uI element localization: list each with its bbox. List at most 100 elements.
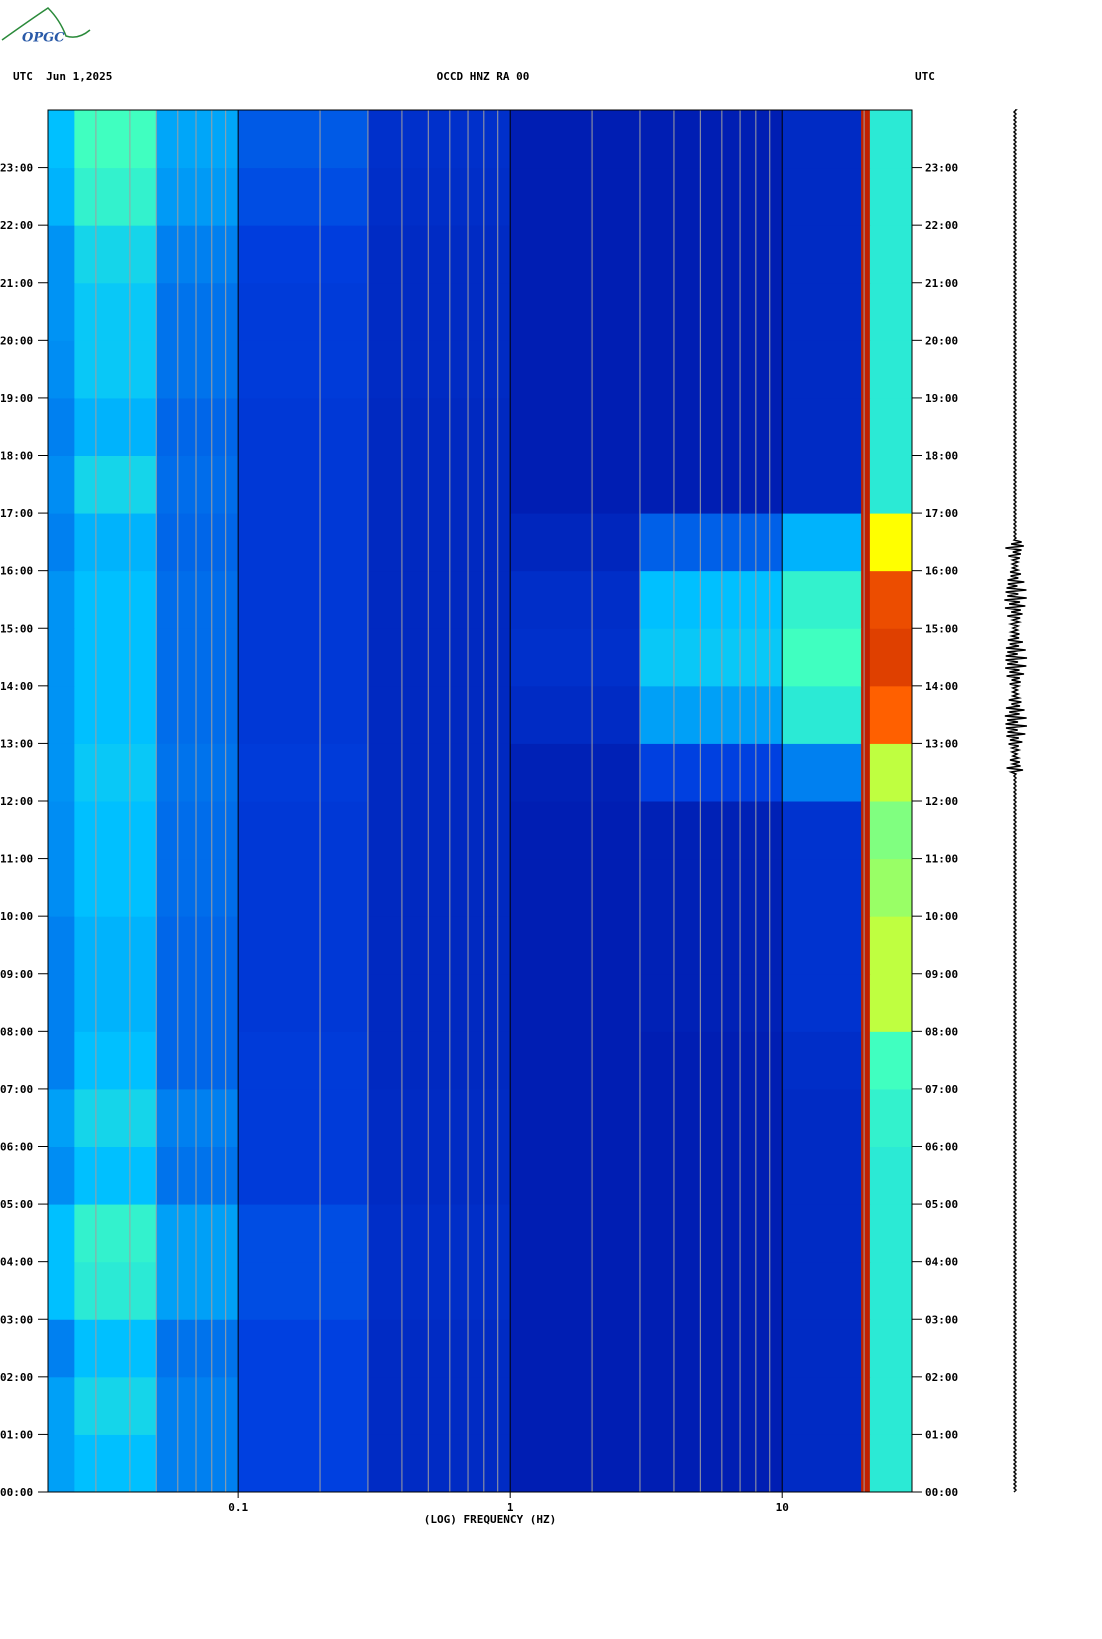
cell: [782, 801, 862, 860]
cell: [510, 1204, 641, 1263]
cell: [367, 1031, 511, 1090]
cell: [238, 858, 369, 917]
cell: [238, 743, 369, 802]
y-tick-label: 05:00: [0, 1198, 33, 1211]
x-tick-label: 0.1: [228, 1501, 248, 1514]
cell: [48, 167, 75, 226]
y-tick-label: 11:00: [0, 853, 33, 866]
cell: [74, 282, 157, 341]
cell: [367, 685, 511, 744]
y-tick-label: 07:00: [0, 1083, 33, 1096]
cell: [510, 1319, 641, 1378]
cell: [367, 1261, 511, 1320]
cell: [156, 110, 239, 169]
cell: [782, 685, 862, 744]
cell: [861, 570, 871, 629]
cell: [238, 1434, 369, 1493]
cell: [861, 455, 871, 514]
cell: [869, 1376, 913, 1435]
cell: [869, 282, 913, 341]
cell: [869, 225, 913, 284]
cell: [869, 1434, 913, 1493]
cell: [48, 1434, 75, 1493]
cell: [869, 916, 913, 975]
cell: [48, 1088, 75, 1147]
y-tick-label: 17:00: [0, 507, 33, 520]
cell: [782, 1261, 862, 1320]
x-tick-label: 1: [507, 1501, 514, 1514]
y-tick-label-right: 19:00: [925, 392, 958, 405]
cell: [74, 1319, 157, 1378]
y-tick-label: 00:00: [0, 1486, 33, 1499]
cell: [639, 225, 783, 284]
cell: [74, 1204, 157, 1263]
logo-text: OPGC: [22, 31, 65, 46]
y-tick-label: 01:00: [0, 1428, 33, 1441]
cell: [238, 340, 369, 399]
cell: [238, 513, 369, 572]
grid: [95, 110, 865, 1492]
cell: [367, 1088, 511, 1147]
cell: [782, 397, 862, 456]
cell: [782, 1088, 862, 1147]
cell: [782, 1376, 862, 1435]
cell: [782, 1146, 862, 1205]
cell: [861, 1146, 871, 1205]
x-tick-label: 10: [776, 1501, 789, 1514]
cell: [639, 282, 783, 341]
cell: [74, 1088, 157, 1147]
cell: [238, 167, 369, 226]
cell: [48, 282, 75, 341]
cell: [367, 1319, 511, 1378]
cell: [510, 1031, 641, 1090]
cell: [869, 801, 913, 860]
x-axis-label: (LOG) FREQUENCY (HZ): [424, 1513, 556, 1526]
cell: [74, 225, 157, 284]
cell: [869, 1088, 913, 1147]
cell: [861, 1204, 871, 1263]
cell: [861, 397, 871, 456]
cell: [238, 110, 369, 169]
cell: [238, 1261, 369, 1320]
cell: [510, 513, 641, 572]
cell: [510, 340, 641, 399]
cell: [639, 1088, 783, 1147]
cell: [639, 340, 783, 399]
y-tick-label: 13:00: [0, 737, 33, 750]
cell: [861, 743, 871, 802]
cell: [510, 685, 641, 744]
cell: [782, 282, 862, 341]
cell: [156, 801, 239, 860]
cell: [238, 1088, 369, 1147]
cell: [639, 801, 783, 860]
y-tick-label-right: 12:00: [925, 795, 958, 808]
cell: [48, 340, 75, 399]
cell: [156, 513, 239, 572]
cell: [510, 858, 641, 917]
cell: [156, 973, 239, 1032]
cell: [639, 1146, 783, 1205]
cell: [48, 570, 75, 629]
cell: [48, 973, 75, 1032]
y-tick-label: 04:00: [0, 1256, 33, 1269]
cell: [156, 858, 239, 917]
cell: [861, 973, 871, 1032]
cell: [156, 1088, 239, 1147]
right-header: UTC: [915, 70, 935, 83]
cell: [156, 397, 239, 456]
cell: [238, 282, 369, 341]
cell: [238, 916, 369, 975]
y-tick-label-right: 14:00: [925, 680, 958, 693]
y-tick-label: 16:00: [0, 565, 33, 578]
y-tick-label-right: 06:00: [925, 1141, 958, 1154]
cell: [782, 167, 862, 226]
cell: [367, 397, 511, 456]
y-tick-label-right: 08:00: [925, 1025, 958, 1038]
cell: [367, 801, 511, 860]
cell: [782, 1031, 862, 1090]
cell: [74, 455, 157, 514]
cell: [510, 225, 641, 284]
cell: [869, 397, 913, 456]
cell: [48, 455, 75, 514]
cell: [156, 570, 239, 629]
